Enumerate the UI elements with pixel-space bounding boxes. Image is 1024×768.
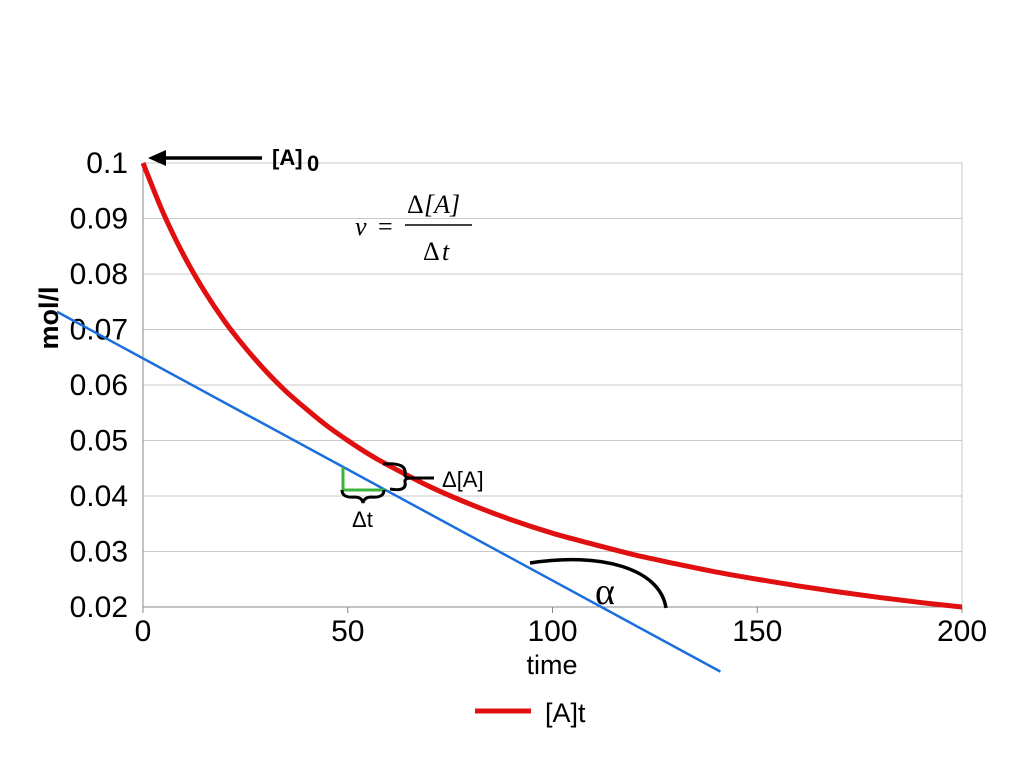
legend: [A]t — [475, 698, 586, 728]
formula-denominator: t — [442, 237, 450, 266]
initial-concentration-label: [A] — [272, 145, 303, 170]
x-tick-label: 100 — [527, 615, 577, 648]
formula-num-delta: Δ — [407, 190, 424, 219]
formula-den-delta: Δ — [423, 237, 440, 266]
angle-arc — [529, 557, 668, 609]
y-tick-label: 0.09 — [70, 203, 128, 236]
x-tick-label: 50 — [331, 615, 364, 648]
y-tick-label: 0.07 — [70, 314, 128, 347]
tangent-line — [56, 310, 721, 673]
y-tick-label: 0.1 — [86, 147, 128, 180]
series-line-0 — [140, 162, 963, 610]
axes — [142, 163, 963, 613]
angle-label: α — [595, 571, 615, 613]
formula-equals: = — [378, 212, 393, 241]
y-axis-title: mol/l — [34, 286, 64, 349]
y-tick-label: 0.06 — [70, 369, 128, 402]
x-tick-labels: 0 50 100 150 200 — [135, 615, 987, 648]
initial-arrow-head — [148, 150, 166, 166]
y-tick-label: 0.08 — [70, 258, 128, 291]
x-tick-label: 0 — [135, 615, 152, 648]
series-group — [56, 162, 963, 673]
rate-formula: v = Δ [A] Δ t — [355, 190, 472, 266]
initial-concentration-subscript: 0 — [307, 151, 319, 176]
y-tick-label: 0.03 — [70, 536, 128, 569]
x-tick-label: 200 — [937, 615, 987, 648]
delta-t-label: Δt — [352, 507, 373, 532]
x-tick-label: 150 — [732, 615, 782, 648]
y-tick-label: 0.02 — [70, 591, 128, 624]
delta-t-brace — [340, 489, 386, 504]
y-tick-label: 0.04 — [70, 480, 128, 513]
y-tick-label: 0.05 — [70, 425, 128, 458]
formula-numerator: [A] — [424, 190, 460, 219]
formula-v: v — [355, 212, 367, 241]
delta-a-label: Δ[A] — [442, 467, 484, 492]
legend-label: [A]t — [545, 698, 586, 728]
y-tick-labels: 0.1 0.09 0.08 0.07 0.06 0.05 0.04 0.03 0.02 — [70, 147, 128, 624]
grid-lines — [143, 162, 962, 608]
delta-triangle — [340, 462, 434, 504]
x-axis-title: time — [526, 650, 577, 680]
